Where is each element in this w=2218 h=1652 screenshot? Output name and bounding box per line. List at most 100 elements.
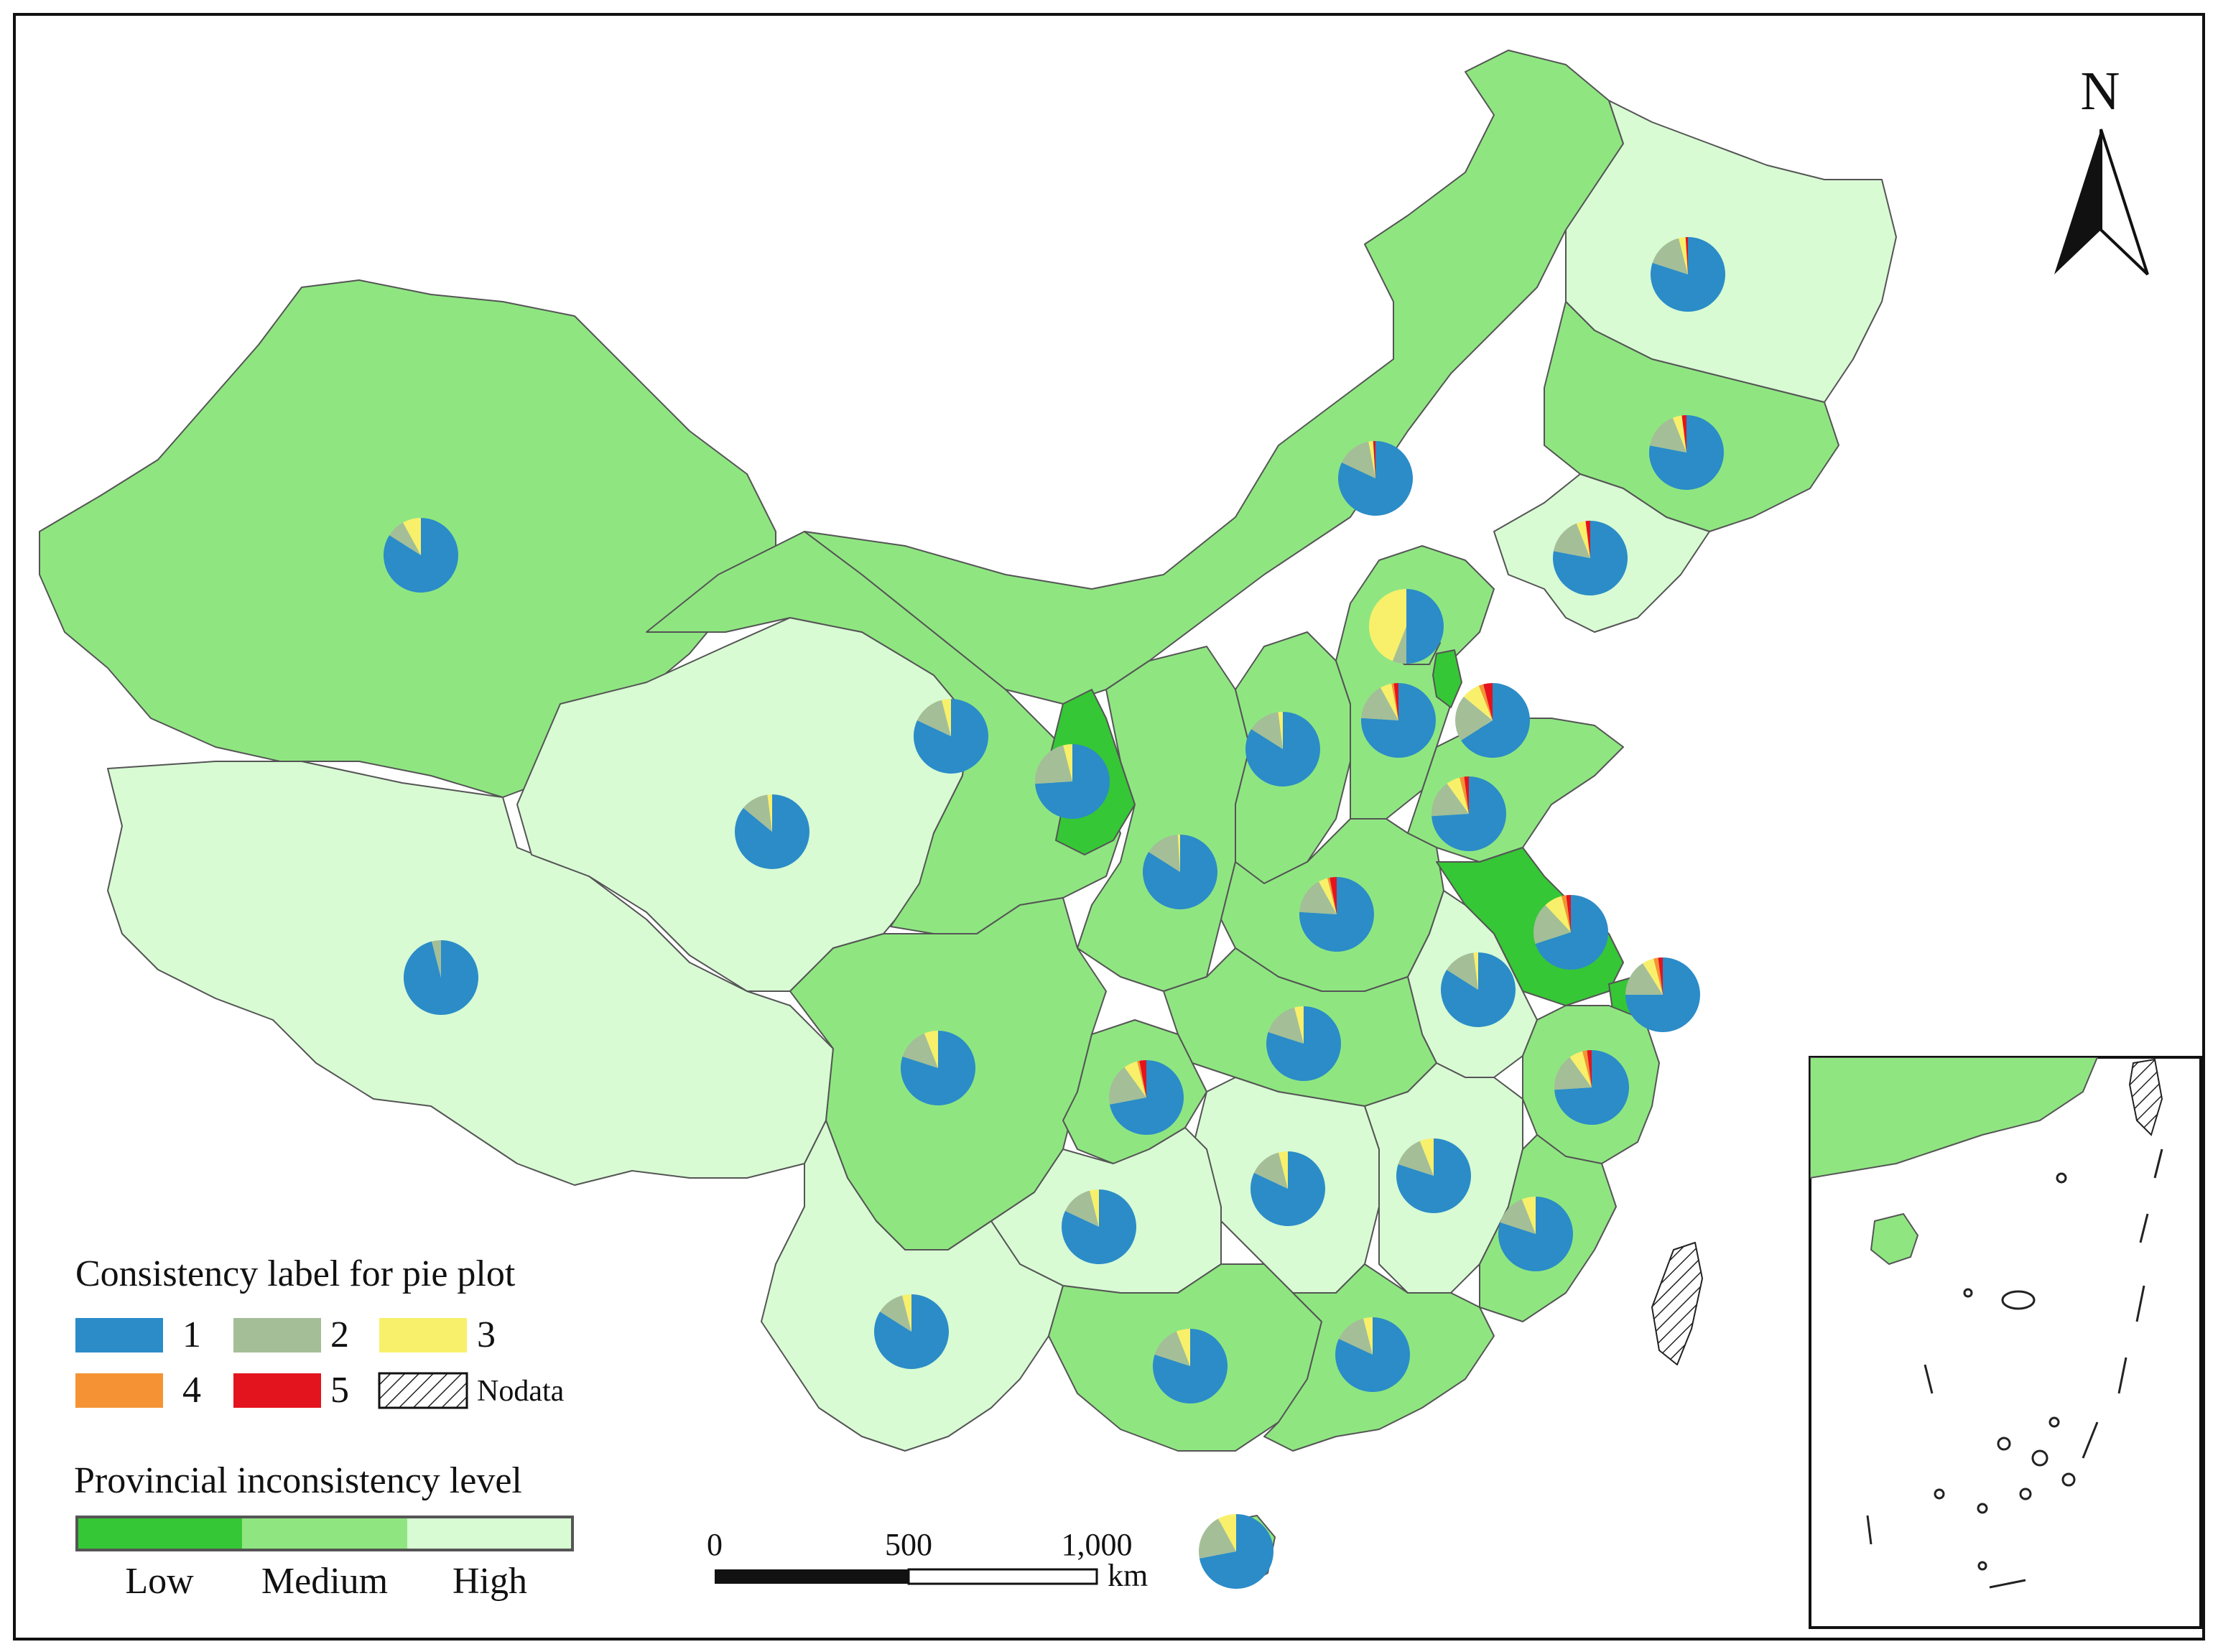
legend-level-swatch-high	[407, 1517, 572, 1550]
province-tianjin	[1432, 649, 1462, 708]
pie-zhejiang-slice-1	[1554, 1050, 1629, 1125]
pie-guangdong-slice-3	[1363, 1317, 1373, 1355]
pie-henan-slice-1	[1299, 877, 1374, 952]
pie-guangdong-slice-2	[1338, 1318, 1373, 1355]
pie-jiangsu-slice-1	[1535, 895, 1609, 970]
scale-bar: 0 500 1,000 km	[707, 1527, 1148, 1593]
pie-hebei-slice-4	[1391, 683, 1398, 720]
pie-hunan-slice-1	[1250, 1151, 1326, 1227]
legend-swatch-2	[233, 1318, 321, 1352]
pie-gansu-slice-2	[1034, 745, 1072, 784]
pie-hebei-slice-5	[1393, 683, 1398, 720]
pie-tibet-slice-1	[403, 940, 478, 1016]
pie-shandong-slice-5	[1464, 776, 1469, 814]
pie-liaoning	[1552, 521, 1628, 596]
pie-qinghai	[734, 794, 809, 870]
pie-jilin-slice-2	[1649, 417, 1686, 453]
scale-tick-500: 500	[885, 1527, 932, 1562]
pie-hubei-slice-3	[1294, 1006, 1304, 1044]
pie-guangxi	[1153, 1329, 1228, 1403]
pie-chongqing	[1109, 1060, 1184, 1136]
pie-henan-slice-3	[1318, 878, 1337, 914]
pie-jiangxi	[1396, 1138, 1472, 1213]
pie-beijing-slice-2	[1392, 626, 1406, 664]
legend-label-5: 5	[330, 1370, 349, 1411]
pie-jiangsu-slice-3	[1545, 896, 1571, 932]
legend-swatch-1	[75, 1318, 163, 1352]
pie-jilin	[1648, 415, 1724, 490]
north-arrow: N	[2054, 61, 2149, 276]
legend-label-1: 1	[182, 1314, 201, 1355]
pie-guizhou-slice-2	[1064, 1190, 1099, 1227]
legend-level: Provincial inconsistency level Low Mediu…	[74, 1460, 574, 1602]
pie-chongqing-slice-5	[1139, 1060, 1146, 1098]
pie-sichuan-slice-1	[901, 1031, 976, 1106]
pie-yunnan-slice-2	[880, 1295, 911, 1332]
pie-henan-slice-5	[1330, 877, 1337, 914]
pie-yunnan	[873, 1294, 949, 1369]
pie-xinjiang	[383, 518, 458, 593]
pie-anhui-slice-2	[1447, 952, 1478, 990]
pie-jiangxi-slice-2	[1398, 1141, 1434, 1176]
pie-ningxia-slice-3	[942, 698, 951, 736]
pie-zhejiang-slice-4	[1582, 1050, 1592, 1087]
pie-guangxi-slice-2	[1154, 1331, 1190, 1366]
pie-tianjin-slice-1	[1461, 683, 1530, 758]
legend-swatch-nodata	[378, 1372, 468, 1409]
pie-guangxi-slice-3	[1176, 1329, 1190, 1366]
pie-hunan-slice-3	[1279, 1151, 1288, 1189]
pie-gansu-slice-3	[1063, 744, 1072, 781]
pie-gansu	[1034, 744, 1110, 820]
pie-chongqing-slice-2	[1109, 1067, 1146, 1105]
pie-shanxi-slice-3	[1278, 712, 1283, 749]
legend-level-label-medium: Medium	[261, 1561, 388, 1602]
pie-fujian	[1498, 1197, 1574, 1271]
pie-yunnan-slice-1	[873, 1294, 949, 1369]
pie-hubei	[1266, 1006, 1342, 1082]
pie-hunan-slice-2	[1253, 1152, 1288, 1189]
pie-jilin-slice-5	[1681, 415, 1686, 453]
pie-guizhou-slice-3	[1090, 1189, 1099, 1227]
pie-jiangxi-slice-1	[1396, 1138, 1472, 1213]
pie-shaanxi	[1142, 835, 1217, 909]
pie-sichuan-slice-2	[902, 1033, 938, 1068]
legend-swatch-4	[75, 1373, 163, 1408]
legend-level-label-low: Low	[125, 1561, 194, 1602]
pie-liaoning-slice-1	[1552, 521, 1628, 596]
pie-shanxi	[1245, 712, 1320, 787]
pie-beijing-slice-3	[1368, 588, 1406, 662]
pie-tianjin-slice-4	[1478, 684, 1493, 720]
pie-liaoning-slice-3	[1576, 521, 1590, 558]
pie-jiangsu-slice-5	[1566, 895, 1571, 932]
pie-jiangxi-slice-3	[1419, 1138, 1434, 1176]
pie-hainan	[1198, 1514, 1273, 1590]
pie-shandong-slice-2	[1431, 783, 1469, 817]
pie-liaoning-slice-2	[1553, 523, 1590, 558]
south-china-sea-inset	[1809, 1056, 2202, 1629]
pie-jiangsu	[1533, 895, 1609, 970]
legend-label-4: 4	[182, 1370, 201, 1411]
pie-shandong-slice-1	[1432, 776, 1506, 851]
pie-guizhou-slice-1	[1062, 1189, 1137, 1265]
pie-liaoning-slice-5	[1585, 521, 1590, 558]
pie-hainan-slice-2	[1198, 1518, 1236, 1559]
pie-inner-mongolia-slice-2	[1341, 441, 1375, 478]
pie-heilongjiang	[1651, 236, 1726, 312]
pie-xinjiang-slice-2	[389, 522, 421, 555]
pie-anhui-slice-3	[1473, 952, 1478, 990]
pie-guangxi-slice-1	[1153, 1329, 1228, 1403]
legend-pie: Consistency label for pie plot 1 2 3 4 5…	[75, 1253, 565, 1411]
pie-tibet-slice-2	[432, 940, 441, 978]
pie-gansu-slice-1	[1035, 744, 1110, 820]
pie-jiangsu-slice-4	[1562, 895, 1571, 932]
north-label: N	[2081, 61, 2120, 121]
pie-fujian-slice-3	[1521, 1197, 1536, 1234]
pie-xinjiang-slice-1	[383, 518, 458, 593]
pie-shanxi-slice-2	[1251, 712, 1283, 749]
scale-tick-1000: 1,000	[1062, 1527, 1133, 1562]
pie-anhui	[1440, 952, 1516, 1027]
pie-chongqing-slice-4	[1137, 1060, 1146, 1098]
pie-shanghai-slice-3	[1643, 958, 1663, 995]
pie-anhui-slice-1	[1440, 952, 1516, 1027]
